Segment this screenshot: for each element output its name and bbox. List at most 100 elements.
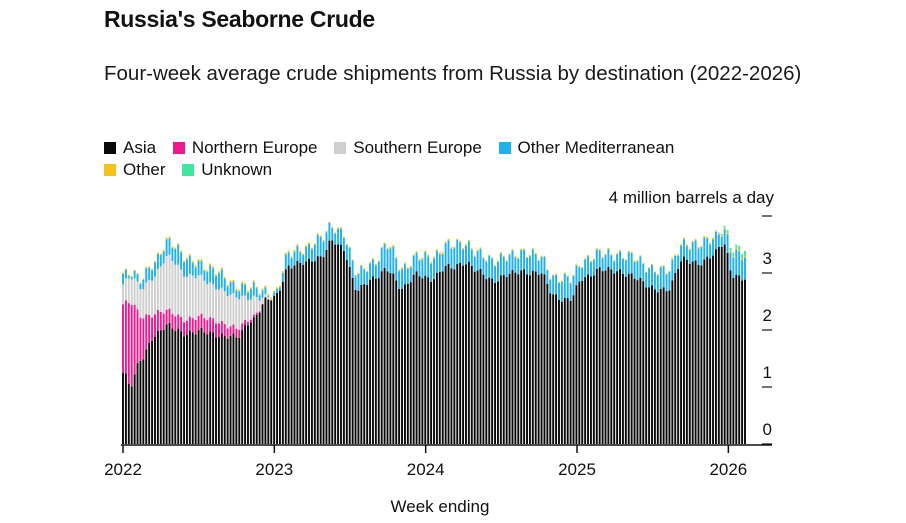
bar-segment-asia	[683, 256, 685, 444]
bar-segment-other-mediterranean	[558, 282, 560, 300]
bar-segment-asia	[531, 271, 534, 444]
bar-segment-other	[729, 250, 732, 253]
bar-segment-asia	[552, 294, 555, 444]
bar-segment-other-mediterranean	[258, 295, 261, 301]
bar-segment-northern-europe	[215, 323, 217, 338]
bar-segment-other-mediterranean	[496, 261, 499, 282]
legend-item-other[interactable]: Other	[104, 159, 166, 181]
legend-swatch-asia	[104, 142, 116, 154]
bar-segment-other	[619, 250, 621, 252]
bar-segment-asia	[345, 260, 348, 444]
bar-segment-northern-europe	[194, 320, 197, 335]
bar-segment-asia	[453, 269, 456, 444]
bar-segment-other-mediterranean	[217, 273, 220, 290]
bar-segment-other	[447, 238, 450, 241]
bar-segment-northern-europe	[244, 319, 247, 326]
bar-segment-other	[249, 287, 252, 289]
legend-item-unknown[interactable]: Unknown	[182, 159, 272, 181]
bar-segment-asia	[154, 336, 156, 444]
bar-segment-other-mediterranean	[683, 239, 685, 257]
bar-segment-asia	[342, 251, 345, 444]
bar-segment-asia	[528, 275, 531, 444]
bar-segment-other-mediterranean	[348, 247, 351, 267]
x-tick-label: 2024	[407, 460, 445, 479]
bar-segment-other-mediterranean	[421, 259, 424, 279]
legend-item-asia[interactable]: Asia	[104, 137, 156, 159]
bar-segment-asia	[651, 285, 653, 444]
bar-segment-southern-europe	[267, 296, 270, 300]
bar-segment-other-mediterranean	[648, 268, 651, 288]
bar-segment-asia	[598, 267, 601, 444]
bar-segment-asia	[340, 244, 342, 444]
bar-segment-northern-europe	[217, 323, 220, 338]
bar-segment-northern-europe	[212, 318, 215, 333]
bar-segment-other-mediterranean	[302, 255, 305, 265]
bar-segment-other-mediterranean	[534, 254, 537, 272]
legend-item-northern-europe[interactable]: Northern Europe	[172, 137, 318, 159]
bar-segment-other-mediterranean	[136, 274, 139, 282]
bar-segment-asia	[133, 374, 136, 444]
bar-segment-unknown	[726, 230, 729, 233]
bar-segment-asia	[505, 277, 508, 444]
bar-segment-other	[543, 255, 546, 257]
bar-segment-northern-europe	[258, 311, 261, 313]
bar-segment-northern-europe	[200, 313, 203, 328]
bar-segment-other-mediterranean	[145, 268, 148, 283]
bar-segment-asia	[241, 330, 244, 444]
bar-segment-other-mediterranean	[299, 252, 302, 263]
bar-segment-other-mediterranean	[726, 234, 729, 253]
bar-segment-asia	[369, 280, 372, 444]
bar-segment-asia	[729, 270, 732, 444]
bar-segment-other-mediterranean	[723, 229, 726, 245]
bar-segment-southern-europe	[145, 282, 148, 315]
legend-item-other-mediterranean[interactable]: Other Mediterranean	[498, 137, 674, 159]
bar-segment-northern-europe	[220, 320, 223, 334]
bar-segment-southern-europe	[209, 282, 212, 318]
bar-segment-asia	[592, 275, 595, 444]
bar-segment-southern-europe	[130, 279, 133, 306]
bar-segment-other	[502, 255, 505, 257]
bar-segment-northern-europe	[249, 319, 252, 323]
bar-segment-southern-europe	[217, 289, 220, 324]
bar-segment-asia	[409, 282, 412, 444]
bar-segment-other	[546, 269, 549, 271]
bar-segment-northern-europe	[142, 318, 145, 360]
bar-segment-asia	[290, 268, 293, 444]
bar-segment-other-mediterranean	[700, 247, 703, 266]
bar-segment-asia	[732, 277, 735, 444]
bar-segment-southern-europe	[270, 299, 273, 301]
bar-segment-other	[206, 270, 209, 273]
bar-segment-other-mediterranean	[482, 258, 485, 275]
bar-segment-other-mediterranean	[180, 252, 183, 270]
bar-segment-other	[671, 258, 674, 260]
legend-item-southern-europe[interactable]: Southern Europe	[334, 137, 482, 159]
bar-segment-other	[235, 288, 238, 291]
bar-segment-asia	[331, 240, 334, 444]
bar-segment-asia	[145, 349, 148, 444]
bar-segment-northern-europe	[247, 321, 249, 326]
x-tick-label: 2025	[558, 460, 596, 479]
bar-segment-other	[485, 260, 488, 262]
bar-segment-northern-europe	[185, 320, 188, 335]
bar-segment-other-mediterranean	[531, 249, 534, 272]
bar-segment-other	[688, 248, 691, 250]
bar-segment-other-mediterranean	[244, 284, 247, 296]
bar-segment-other	[465, 244, 467, 246]
bar-segment-other-mediterranean	[325, 232, 328, 250]
bar-segment-asia	[738, 275, 741, 444]
bar-segment-other	[441, 252, 444, 255]
bar-segment-other	[566, 275, 569, 277]
bar-segment-other-mediterranean	[148, 267, 151, 281]
bar-segment-other	[348, 246, 351, 248]
bar-segment-other	[165, 237, 168, 240]
y-tick-label: 2	[763, 306, 772, 325]
bar-segment-other	[616, 253, 619, 255]
bar-segment-other-mediterranean	[386, 249, 389, 272]
bar-segment-other-mediterranean	[659, 267, 662, 289]
bar-segment-other-mediterranean	[709, 244, 712, 259]
bar-segment-other	[648, 267, 651, 269]
bar-segment-other	[578, 266, 581, 268]
bar-segment-other-mediterranean	[528, 256, 531, 276]
bar-segment-asia	[485, 279, 488, 444]
bar-segment-asia	[316, 256, 319, 444]
